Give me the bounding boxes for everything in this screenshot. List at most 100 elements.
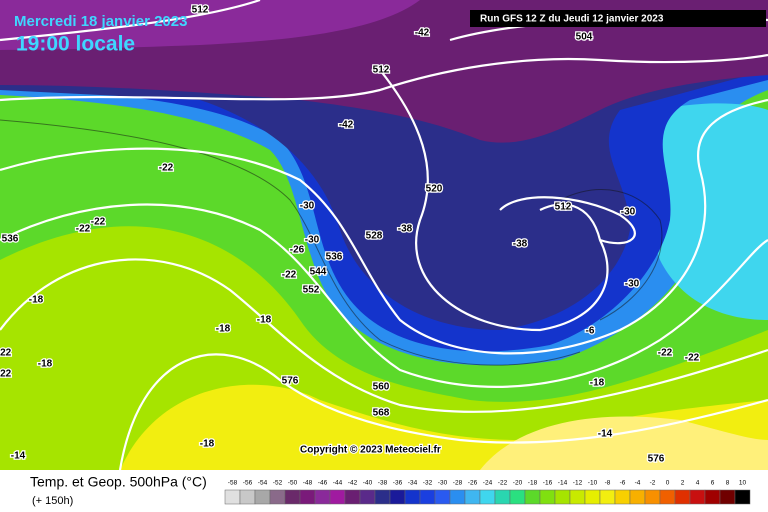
contour-label: -18 (29, 295, 44, 306)
contour-label: 544 (310, 267, 327, 278)
scale-label: -30 (438, 480, 448, 487)
coast-line (0, 119, 581, 366)
scale-swatch (614, 489, 631, 505)
scale-label: -38 (378, 480, 388, 487)
isohypse (0, 98, 768, 355)
scale-label: -44 (333, 480, 343, 487)
scale-label: -40 (363, 480, 373, 487)
scale-swatch (494, 489, 511, 505)
forecast-date: Mercredi 18 janvier 2023 (14, 13, 187, 30)
scale-label: 2 (681, 480, 685, 487)
contour-label: 520 (426, 184, 443, 195)
scale-label: -10 (588, 480, 598, 487)
contour-label: -18 (257, 315, 272, 326)
scale-swatch (314, 489, 331, 505)
contour-labels: 512 -42 504 512 -42 -22 520 -30 512 -30 -22 -22 536 -… (0, 3, 701, 466)
scale-swatch (734, 489, 751, 505)
scale-label: 8 (726, 480, 730, 487)
coast-line (559, 189, 663, 321)
scale-label: -50 (288, 480, 298, 487)
scale-label: -16 (543, 480, 553, 487)
contour-label: 504 (576, 32, 593, 43)
scale-swatch (239, 489, 256, 505)
scale-swatch (269, 489, 286, 505)
scale-swatch (659, 489, 676, 505)
contour-label: 512 (373, 65, 390, 76)
contour-label: -30 (305, 235, 320, 246)
scale-swatch (644, 489, 661, 505)
scale-label: -26 (468, 480, 478, 487)
scale-label: 6 (711, 480, 715, 487)
isohypse (0, 203, 768, 388)
scale-swatch (524, 489, 541, 505)
scale-label: 0 (666, 480, 670, 487)
zone-magenta (0, 0, 420, 50)
lead-time: (+ 150h) (32, 495, 73, 507)
color-scale: -58 -56 -54 -52 -50 -48 -46 -44 -42 -40 -38 -36 -34-… (224, 480, 751, 505)
scale-label: 10 (739, 480, 747, 487)
scale-swatch (554, 489, 571, 505)
contour-label: 568 (373, 408, 390, 419)
contour-label: -22 (91, 217, 106, 228)
contour-label: -30 (625, 279, 640, 290)
contour-label: 512 (555, 202, 572, 213)
scale-label: -24 (483, 480, 493, 487)
scale-swatch (509, 489, 526, 505)
scale-label: -14 (558, 480, 568, 487)
scale-swatch (674, 489, 691, 505)
scale-label: -58 (228, 480, 238, 487)
zone-pale (480, 416, 768, 470)
scale-label: -18 (528, 480, 538, 487)
isohypse (499, 196, 636, 245)
scale-swatch (299, 489, 316, 505)
contour-label: -22 (0, 348, 12, 359)
scale-swatch (284, 489, 301, 505)
scale-label: -28 (453, 480, 463, 487)
contour-label: -42 (415, 28, 430, 39)
scale-label: -36 (393, 480, 403, 487)
scale-swatch (419, 489, 436, 505)
legend-title: Temp. et Geop. 500hPa (°C) (30, 474, 207, 490)
scale-swatch (359, 489, 376, 505)
contour-label: -22 (159, 163, 174, 174)
scale-label: 4 (696, 480, 700, 487)
scale-swatch (599, 489, 616, 505)
scale-swatch (584, 489, 601, 505)
contour-label: -22 (0, 369, 12, 380)
contour-label: -38 (398, 224, 413, 235)
contour-label: -42 (339, 120, 354, 131)
scale-label: -52 (273, 480, 283, 487)
contour-label: 576 (282, 376, 299, 387)
contour-label: 512 (192, 5, 209, 16)
scale-label: -56 (243, 480, 253, 487)
scale-label: -20 (513, 480, 523, 487)
contour-label: -14 (11, 451, 26, 462)
scale-swatch (629, 489, 646, 505)
contour-label: -22 (685, 353, 700, 364)
scale-swatch (569, 489, 586, 505)
scale-swatch (464, 489, 481, 505)
contour-label: -18 (200, 439, 215, 450)
contour-label: -14 (598, 429, 613, 440)
scale-swatch (539, 489, 556, 505)
scale-swatch (704, 489, 721, 505)
contour-label: -18 (38, 359, 53, 370)
contour-label: 536 (326, 252, 343, 263)
scale-swatch (404, 489, 421, 505)
contour-label: -22 (282, 270, 297, 281)
scale-label: -34 (408, 480, 418, 487)
scale-label: -32 (423, 480, 433, 487)
scale-swatch (344, 489, 361, 505)
copyright: Copyright © 2023 Meteociel.fr (300, 445, 441, 456)
contour-label: -18 (216, 324, 231, 335)
contour-label: -18 (590, 378, 605, 389)
contour-label: -26 (290, 245, 305, 256)
scale-swatch (389, 489, 406, 505)
map (0, 0, 768, 471)
contour-label: 576 (648, 454, 665, 465)
scale-swatch (254, 489, 271, 505)
contour-label: 552 (303, 285, 320, 296)
scale-swatch (479, 489, 496, 505)
run-banner (470, 10, 766, 27)
scale-label: -12 (573, 480, 583, 487)
